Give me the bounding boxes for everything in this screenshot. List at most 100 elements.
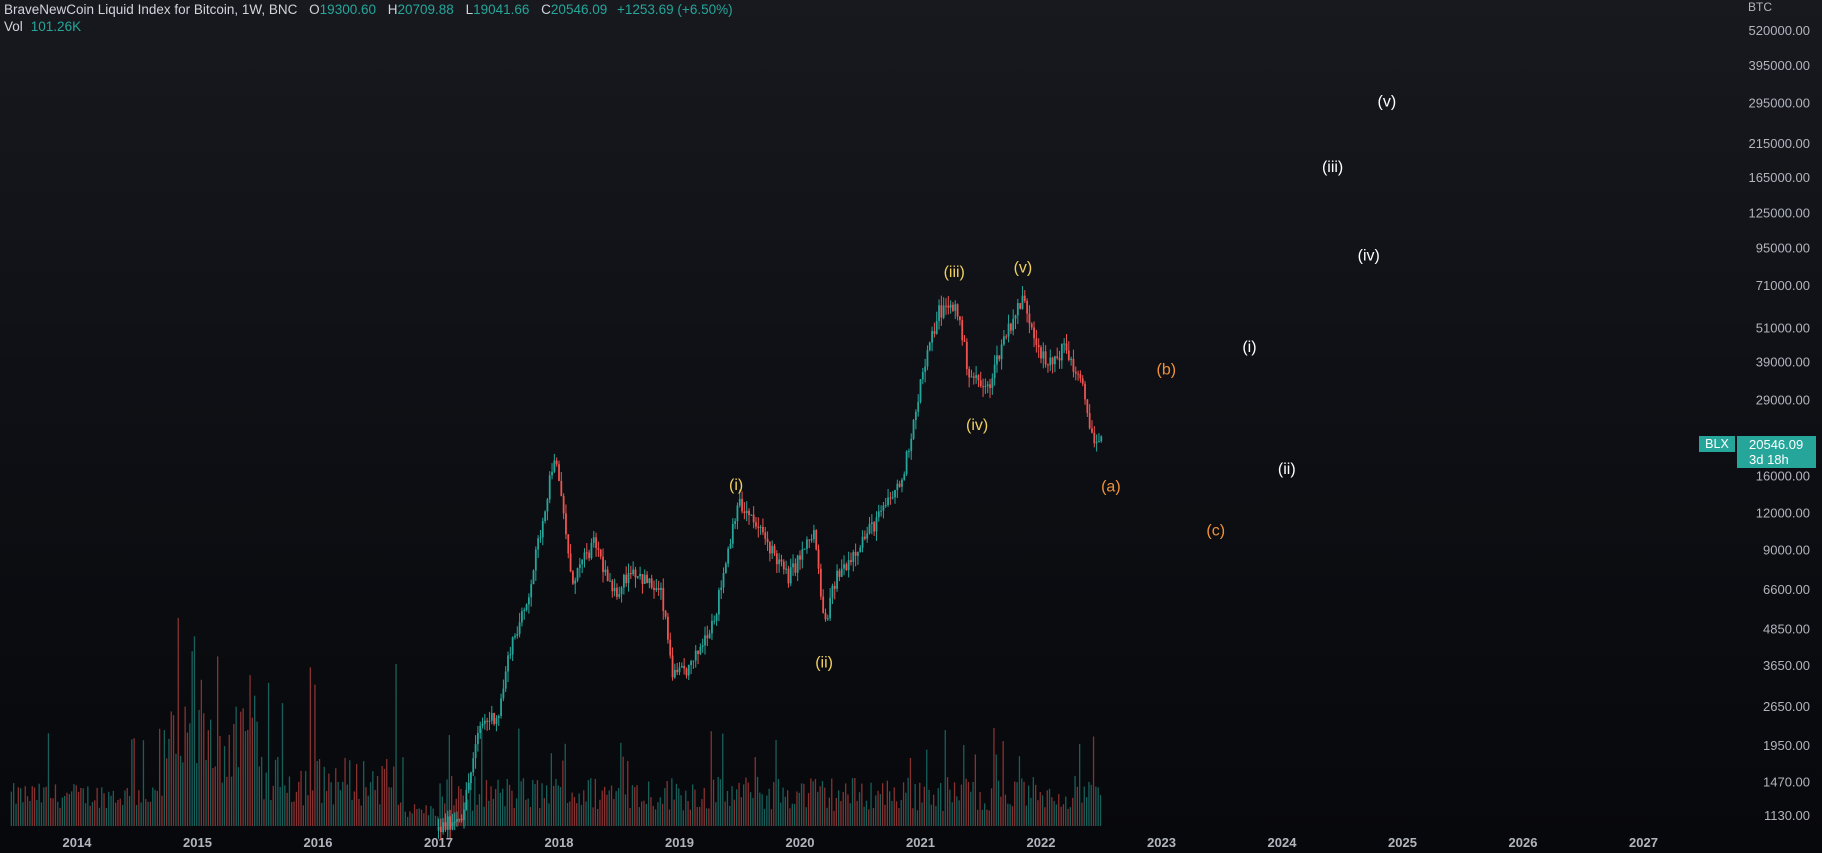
price-axis[interactable]: 520000.00 395000.00 295000.00 215000.00 1650…	[1749, 23, 1810, 823]
time-tick-label: 2019	[665, 835, 694, 850]
volume-bar	[159, 728, 161, 826]
time-tick-label: 2015	[183, 835, 212, 850]
volume-bar	[124, 790, 126, 826]
volume-bar	[773, 782, 775, 826]
candle-body	[453, 821, 456, 823]
price-tick-label: 71000.00	[1756, 278, 1810, 293]
candle-body	[646, 574, 648, 584]
wave-labels[interactable]: (i) (ii) (iii) (iv) (v) (a) (b) (c) (i) (ii) (iii)…	[729, 93, 1396, 671]
volume-bar	[43, 787, 45, 826]
symbol-title[interactable]: BraveNewCoin Liquid Index for Bitcoin, 1…	[4, 2, 298, 17]
wave-label[interactable]: (i)	[1242, 339, 1256, 356]
volume-bar	[543, 798, 545, 826]
candle-body	[541, 520, 544, 538]
volume-bar	[416, 809, 418, 826]
candle-body	[578, 564, 581, 569]
volume-bar	[441, 796, 443, 826]
wave-label[interactable]: (b)	[1157, 361, 1177, 378]
volume-bar	[1081, 802, 1083, 826]
wave-label[interactable]: (v)	[1378, 93, 1397, 110]
volume-bar	[659, 797, 661, 826]
volume-bar	[777, 779, 780, 826]
volume-bar	[10, 791, 12, 826]
volume-bar	[321, 802, 323, 826]
volume-bar	[733, 799, 735, 826]
wave-label[interactable]: (iv)	[1358, 248, 1380, 265]
wave-label[interactable]: (c)	[1206, 523, 1225, 540]
candle-body	[678, 667, 681, 673]
volume-bar	[217, 656, 219, 826]
candle-body	[863, 536, 866, 539]
volume-bar	[770, 809, 773, 826]
wave-label[interactable]: (iv)	[966, 417, 988, 434]
candle-body	[632, 569, 635, 575]
currency-unit[interactable]: BTC	[1748, 0, 1772, 14]
candle-body	[1023, 295, 1026, 301]
volume-bar	[434, 815, 437, 826]
candle-body	[671, 655, 674, 678]
volume-bar	[404, 811, 406, 826]
volume-bar	[108, 791, 110, 826]
volume-bar	[249, 675, 251, 826]
volume-bar	[585, 801, 587, 826]
candle-body	[741, 498, 743, 512]
volume-bar	[592, 807, 594, 826]
volume-bar	[986, 809, 988, 826]
price-tick-label: 1470.00	[1763, 774, 1810, 789]
candle-body	[891, 497, 894, 499]
volume-bar	[453, 805, 455, 826]
volume-bar	[907, 777, 909, 826]
candle-body	[861, 536, 864, 548]
volume-bar	[61, 797, 63, 826]
volume-bar	[119, 798, 121, 826]
candle-body	[831, 585, 834, 598]
candle-body	[917, 401, 920, 412]
volume-bar	[636, 785, 638, 826]
candle-body	[914, 411, 917, 421]
candle-body	[880, 510, 883, 512]
wave-label[interactable]: (ii)	[815, 654, 833, 671]
candle-body	[680, 665, 683, 668]
time-axis[interactable]: 2014 2015 2016 2017 2018 2019 2020 2021 2022 2023…	[63, 835, 1658, 850]
volume-bar	[508, 784, 511, 826]
volume-bar	[877, 790, 879, 826]
volume-bar	[942, 810, 944, 826]
volume-bar	[305, 771, 307, 826]
volume-bar	[89, 805, 91, 826]
candle-body	[1037, 344, 1040, 348]
price-tick-label: 16000.00	[1756, 469, 1810, 484]
wave-label[interactable]: (i)	[729, 477, 743, 494]
wave-label[interactable]: (iii)	[944, 264, 965, 281]
volume-bar	[680, 795, 682, 826]
volume-bar	[423, 813, 425, 826]
volume-bar	[731, 786, 733, 826]
volume-bar	[172, 715, 175, 826]
wave-label[interactable]: (iii)	[1322, 159, 1343, 176]
price-tick-label: 6600.00	[1763, 582, 1810, 597]
volume-bar	[1074, 776, 1076, 826]
volume-legend[interactable]: Vol 101.26K	[4, 19, 81, 34]
candle-body	[627, 573, 630, 584]
price-tick-label: 1950.00	[1763, 738, 1810, 753]
wave-label[interactable]: (a)	[1101, 479, 1121, 496]
volume-bar	[532, 780, 534, 826]
volume-bar	[145, 799, 147, 826]
volume-bar	[638, 807, 640, 826]
volume-bar	[870, 782, 872, 826]
last-price-tag: 20546.09 3d 18h	[1737, 436, 1816, 468]
candle-body	[896, 483, 899, 491]
volume-bar	[666, 781, 668, 826]
volume-bar	[979, 791, 981, 826]
volume-bar	[759, 792, 761, 826]
wave-label[interactable]: (v)	[1014, 259, 1033, 276]
volume-bar	[395, 664, 397, 826]
volume-bar	[254, 695, 256, 826]
symbol-legend[interactable]: BraveNewCoin Liquid Index for Bitcoin, 1…	[4, 1, 733, 19]
volume-bar	[1072, 797, 1074, 826]
volume-bar	[272, 785, 274, 826]
wave-label[interactable]: (ii)	[1278, 461, 1296, 478]
volume-bar	[928, 790, 930, 826]
candlestick-series[interactable]	[437, 286, 1103, 840]
